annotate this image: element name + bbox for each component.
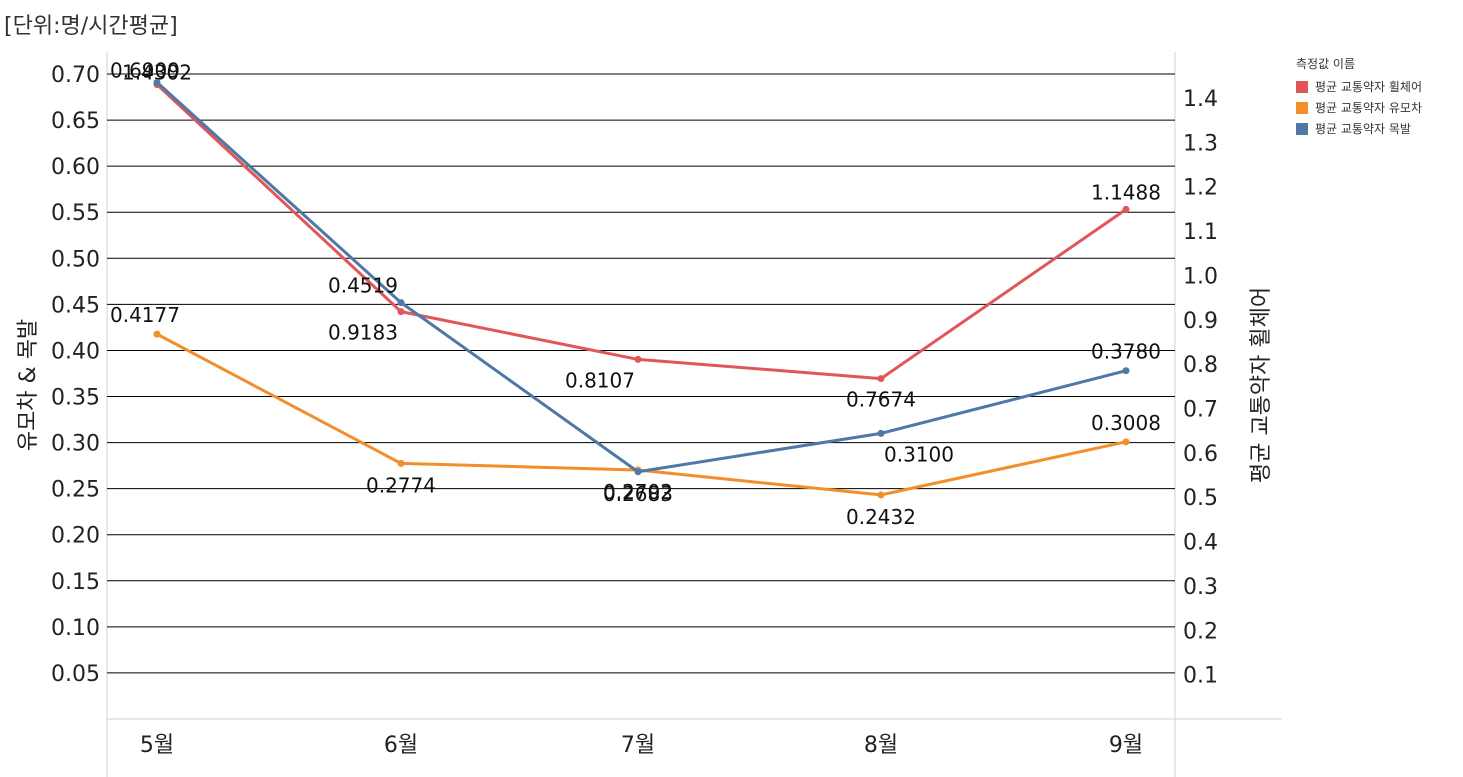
- left-tick-label: 0.15: [51, 570, 100, 595]
- data-label: 0.2432: [846, 505, 916, 529]
- right-tick-label: 0.1: [1183, 664, 1218, 689]
- left-tick-label: 0.70: [51, 63, 100, 88]
- right-tick-label: 1.4: [1183, 87, 1218, 112]
- data-point: [397, 459, 405, 467]
- right-tick-label: 1.0: [1183, 264, 1218, 289]
- series-line: [155, 83, 1128, 381]
- left-axis-title: 유모차 & 목발: [16, 319, 41, 451]
- right-tick-label: 0.9: [1183, 309, 1218, 334]
- left-tick-label: 0.10: [51, 616, 100, 641]
- right-tick-label: 1.3: [1183, 131, 1218, 156]
- data-label: 1.1488: [1091, 180, 1161, 204]
- data-label: 0.8107: [565, 368, 635, 392]
- chart-title: [단위:명/시간평균]: [4, 14, 178, 39]
- right-tick-label: 1.2: [1183, 176, 1218, 201]
- legend-item[interactable]: 평균 교통약자 유모차: [1296, 97, 1422, 118]
- left-tick-label: 0.40: [51, 339, 100, 364]
- x-tick-label: 9월: [1109, 733, 1143, 758]
- right-tick-label: 0.5: [1183, 486, 1218, 511]
- right-tick-label: 0.2: [1183, 619, 1218, 644]
- left-tick-label: 0.25: [51, 478, 100, 503]
- right-tick-label: 0.7: [1183, 397, 1218, 422]
- data-point: [397, 299, 405, 307]
- data-label: 0.6909: [110, 58, 180, 82]
- data-label: 0.2774: [366, 473, 436, 497]
- data-point: [877, 429, 885, 437]
- data-point: [153, 330, 161, 338]
- left-tick-label: 0.05: [51, 662, 100, 687]
- left-tick-label: 0.50: [51, 247, 100, 272]
- right-tick-label: 1.1: [1183, 220, 1218, 245]
- legend-swatch: [1296, 101, 1308, 114]
- left-tick-label: 0.65: [51, 109, 100, 134]
- right-axis-title: 평균 교통약자 휠체어: [1249, 287, 1274, 483]
- left-tick-label: 0.55: [51, 201, 100, 226]
- data-label: 0.4519: [328, 274, 398, 298]
- left-tick-label: 0.45: [51, 293, 100, 318]
- data-point: [1122, 438, 1130, 446]
- data-label: 0.4177: [110, 303, 180, 327]
- data-point: [877, 491, 885, 499]
- legend-title: 측정값 이름: [1296, 57, 1356, 71]
- legend-swatch: [1296, 80, 1308, 93]
- data-point: [1122, 367, 1130, 375]
- data-label: 0.3100: [884, 442, 954, 466]
- data-label: 0.9183: [328, 321, 398, 345]
- legend-item[interactable]: 평균 교통약자 목발: [1296, 118, 1422, 139]
- left-tick-label: 0.30: [51, 432, 100, 457]
- data-label: 0.7674: [846, 388, 916, 412]
- data-point: [153, 78, 161, 86]
- left-tick-label: 0.20: [51, 524, 100, 549]
- data-point: [1122, 205, 1130, 213]
- x-tick-label: 5월: [140, 733, 174, 758]
- right-tick-label: 0.8: [1183, 353, 1218, 378]
- x-tick-label: 7월: [621, 733, 655, 758]
- data-point: [634, 468, 642, 476]
- left-tick-label: 0.35: [51, 386, 100, 411]
- data-point: [634, 355, 642, 363]
- legend-item[interactable]: 평균 교통약자 휠체어: [1296, 76, 1422, 97]
- legend-label: 평균 교통약자 휠체어: [1315, 80, 1422, 94]
- left-tick-label: 0.60: [51, 155, 100, 180]
- right-tick-label: 0.3: [1183, 575, 1218, 600]
- right-tick-label: 0.6: [1183, 442, 1218, 467]
- x-tick-label: 6월: [384, 733, 418, 758]
- data-point: [877, 375, 885, 383]
- data-label: 0.3780: [1091, 340, 1161, 364]
- legend-label: 평균 교통약자 목발: [1315, 122, 1411, 136]
- series-line: [155, 80, 1128, 474]
- data-label: 0.3008: [1091, 411, 1161, 435]
- data-point: [397, 308, 405, 316]
- legend-label: 평균 교통약자 유모차: [1315, 101, 1422, 115]
- legend-swatch: [1296, 122, 1308, 135]
- data-label: 0.2683: [603, 482, 673, 506]
- right-tick-label: 0.4: [1183, 531, 1218, 556]
- data-label: 0.2702: [603, 480, 673, 504]
- x-tick-label: 8월: [864, 733, 898, 758]
